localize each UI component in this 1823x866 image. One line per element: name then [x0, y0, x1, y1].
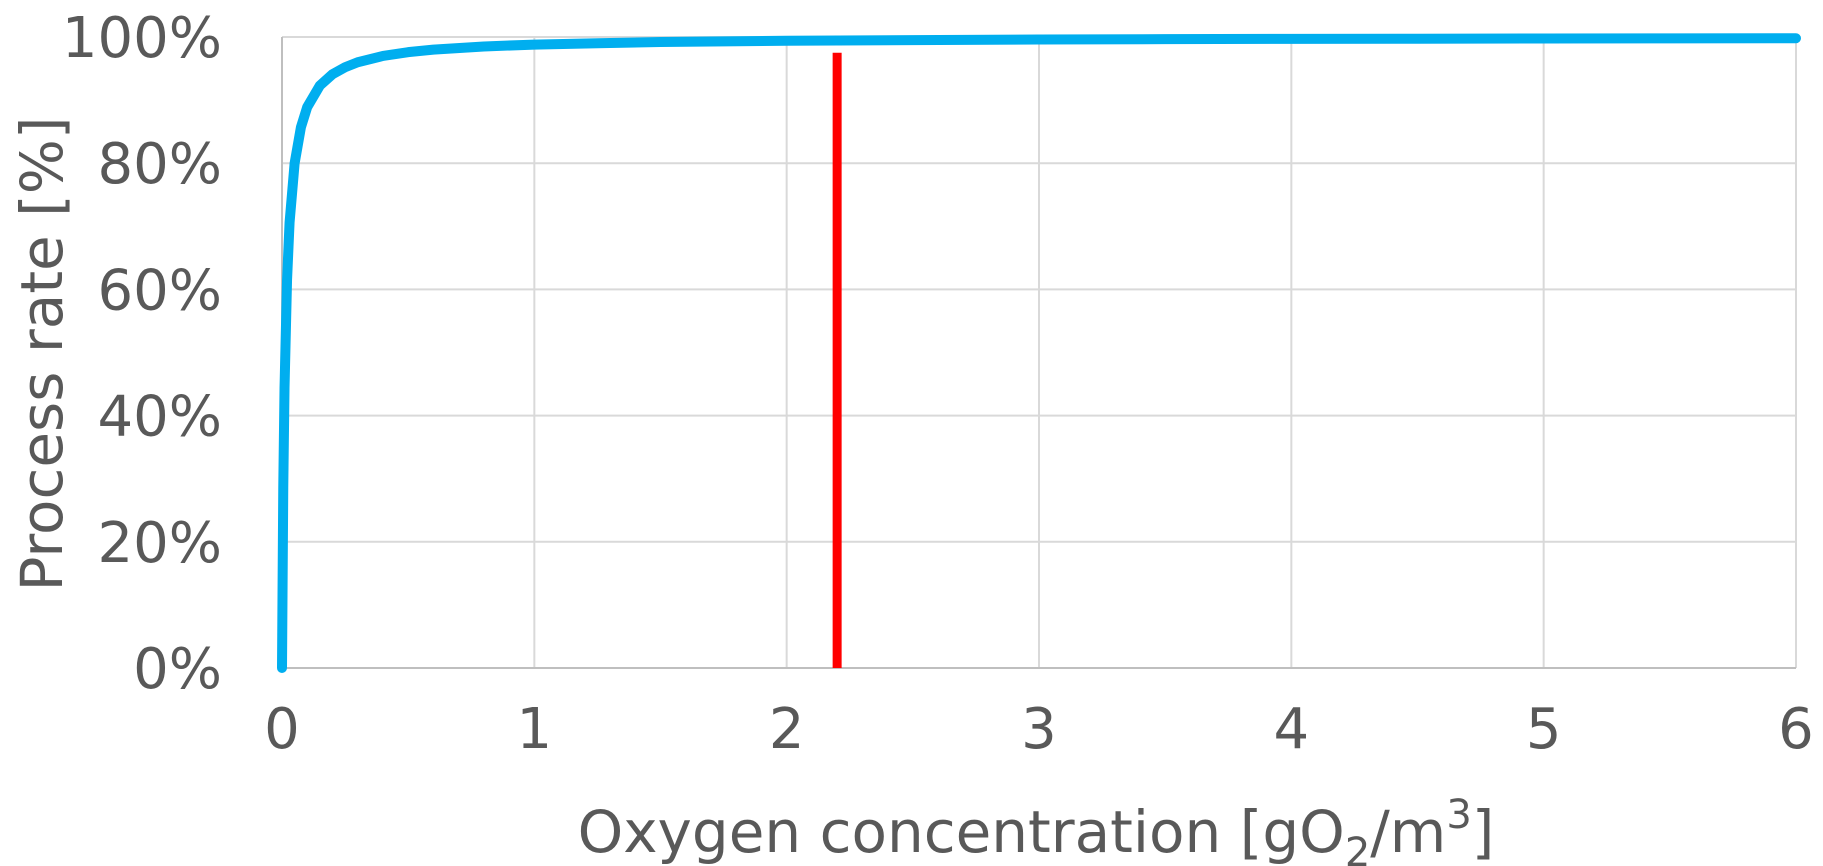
y-axis-title: Process rate [%] — [8, 116, 76, 591]
y-tick-label: 100% — [62, 6, 222, 71]
grid — [281, 36, 1797, 669]
y-tick-label: 40% — [98, 385, 222, 450]
x-tick-label: 5 — [1526, 697, 1562, 762]
x-tick-label: 6 — [1778, 697, 1814, 762]
x-tick-label: 0 — [264, 697, 300, 762]
x-axis-title: Oxygen concentration [gO2/m3] — [578, 792, 1495, 866]
series-line — [277, 33, 1801, 673]
y-tick-label: 80% — [98, 132, 222, 197]
y-tick-labels: 0% 20% 40% 60% 80% 100% — [62, 6, 222, 702]
x-tick-label: 1 — [517, 697, 553, 762]
y-tick-label: 0% — [133, 637, 222, 702]
y-tick-label: 60% — [98, 258, 222, 323]
series-layer — [277, 33, 1801, 673]
x-tick-label: 3 — [1021, 697, 1057, 762]
x-tick-label: 2 — [769, 697, 805, 762]
x-tick-labels: 0 1 2 3 4 5 6 — [264, 697, 1814, 762]
y-tick-label: 20% — [98, 511, 222, 576]
x-tick-label: 4 — [1274, 697, 1310, 762]
